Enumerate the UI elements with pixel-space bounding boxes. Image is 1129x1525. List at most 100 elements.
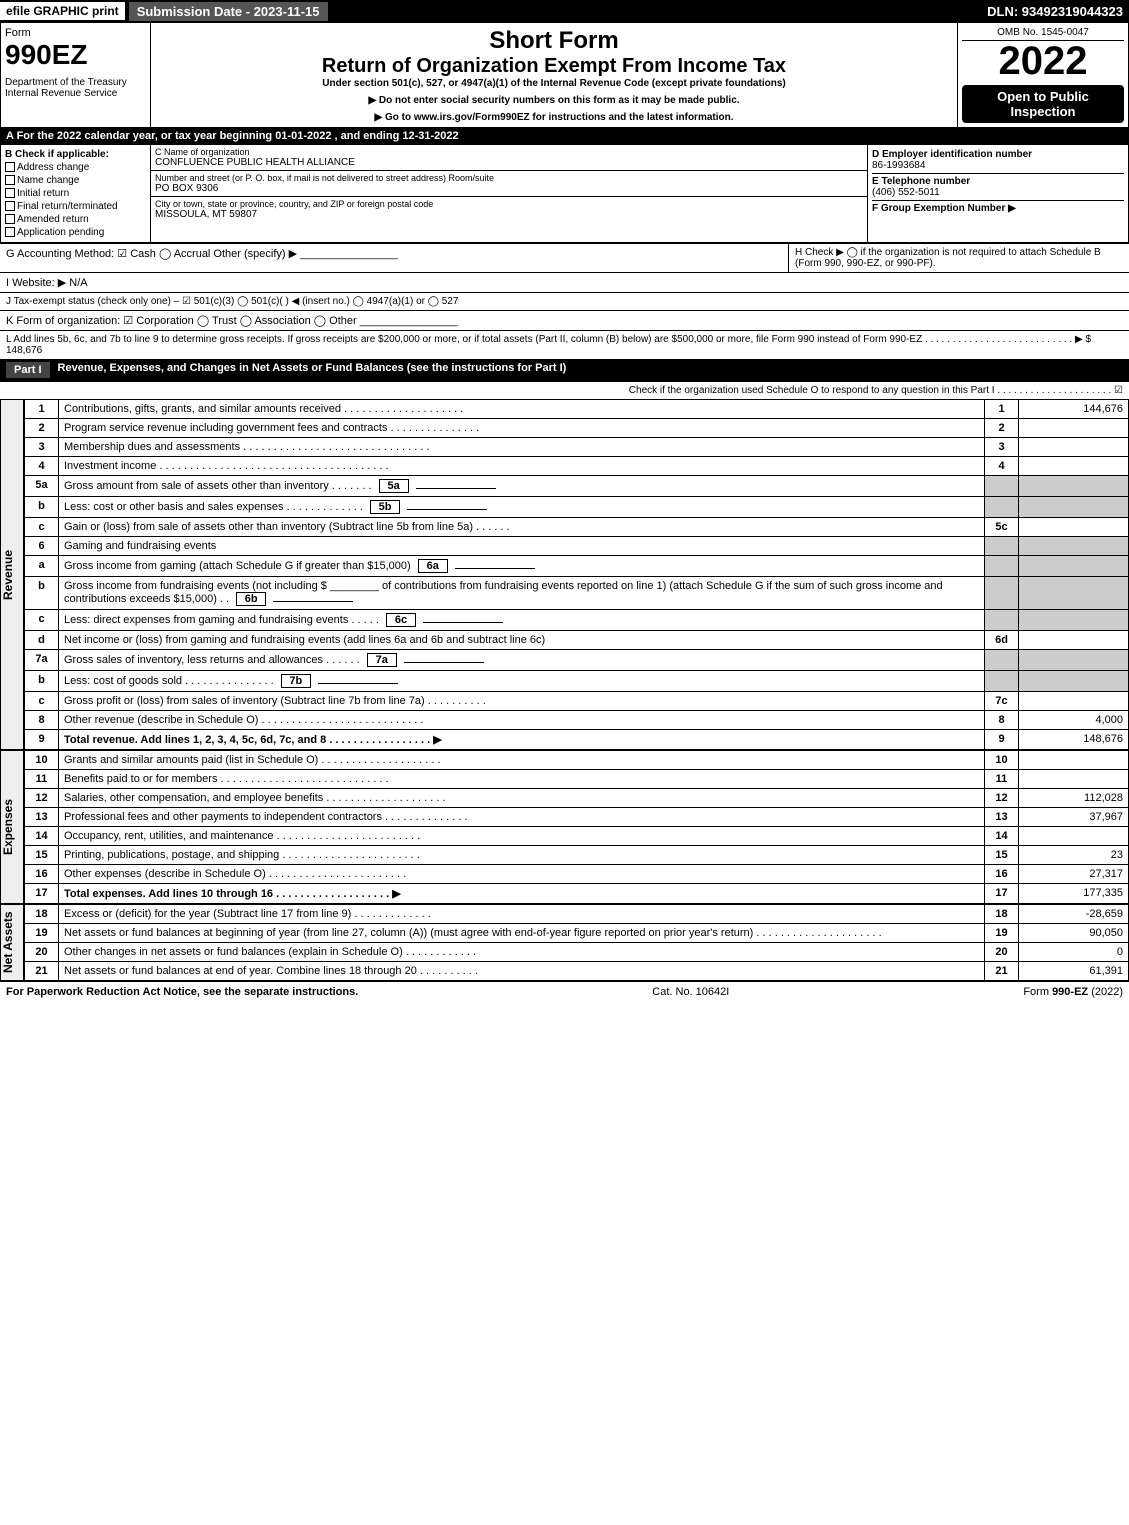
table-row: 9Total revenue. Add lines 1, 2, 3, 4, 5c… [25,730,1129,750]
table-row: 19Net assets or fund balances at beginni… [25,924,1129,943]
line-number: 3 [25,438,59,457]
org-addr: PO BOX 9306 [155,183,863,194]
line-box: 5c [985,518,1019,537]
line-amount [1019,556,1129,577]
line-box: 18 [985,905,1019,924]
table-row: 4Investment income . . . . . . . . . . .… [25,457,1129,476]
line-amount [1019,827,1129,846]
table-row: 13Professional fees and other payments t… [25,808,1129,827]
notice-link-text: ▶ Go to www.irs.gov/Form990EZ for instru… [374,112,733,123]
line-number: 1 [25,400,59,419]
table-row: 6Gaming and fundraising events [25,537,1129,556]
line-amount [1019,419,1129,438]
line-description: Excess or (deficit) for the year (Subtra… [59,905,985,924]
table-row: 7aGross sales of inventory, less returns… [25,650,1129,671]
line-box: 17 [985,884,1019,904]
line-number: 2 [25,419,59,438]
department: Department of the Treasury Internal Reve… [5,77,146,99]
line-description: Gross sales of inventory, less returns a… [59,650,985,671]
line-description: Printing, publications, postage, and shi… [59,846,985,865]
part-1-title: Revenue, Expenses, and Changes in Net As… [58,362,567,378]
line-box [985,497,1019,518]
line-k-org-form: K Form of organization: ☑ Corporation ◯ … [0,310,1129,330]
notice-link[interactable]: ▶ Go to www.irs.gov/Form990EZ for instru… [155,112,953,123]
efile-label[interactable]: efile GRAPHIC print [0,2,125,20]
form-number: 990EZ [5,39,146,71]
line-number: 10 [25,751,59,770]
table-row: 18Excess or (deficit) for the year (Subt… [25,905,1129,924]
table-row: 10Grants and similar amounts paid (list … [25,751,1129,770]
line-description: Total expenses. Add lines 10 through 16 … [59,884,985,904]
table-row: 1Contributions, gifts, grants, and simil… [25,400,1129,419]
tax-year: 2022 [962,41,1124,81]
line-number: 5a [25,476,59,497]
line-amount: 144,676 [1019,400,1129,419]
org-city-cell: City or town, state or province, country… [151,197,867,222]
checkbox-option[interactable]: Address change [5,162,146,173]
footer-left: For Paperwork Reduction Act Notice, see … [6,986,358,998]
line-amount: 0 [1019,943,1129,962]
checkbox-option[interactable]: Initial return [5,188,146,199]
line-number: b [25,671,59,692]
line-description: Contributions, gifts, grants, and simila… [59,400,985,419]
line-amount: 90,050 [1019,924,1129,943]
line-amount [1019,751,1129,770]
line-box: 21 [985,962,1019,981]
part-1-sub: Check if the organization used Schedule … [0,381,1129,399]
line-box [985,537,1019,556]
line-amount: 37,967 [1019,808,1129,827]
line-number: c [25,518,59,537]
org-name-label: C Name of organization [155,147,863,157]
line-number: 21 [25,962,59,981]
line-description: Gross amount from sale of assets other t… [59,476,985,497]
line-number: 18 [25,905,59,924]
ein-value: 86-1993684 [872,160,925,171]
submission-date: Submission Date - 2023-11-15 [129,2,328,21]
checkbox-option[interactable]: Name change [5,175,146,186]
line-box: 8 [985,711,1019,730]
line-number: 20 [25,943,59,962]
line-amount: -28,659 [1019,905,1129,924]
line-description: Less: direct expenses from gaming and fu… [59,610,985,631]
col-b-label: B Check if applicable: [5,149,146,160]
line-box: 9 [985,730,1019,750]
line-amount: 177,335 [1019,884,1129,904]
ein-cell: D Employer identification number 86-1993… [872,147,1124,174]
phone-label: E Telephone number [872,176,970,187]
form-header: Form 990EZ Department of the Treasury In… [0,22,1129,128]
line-amount [1019,537,1129,556]
table-row: bLess: cost of goods sold . . . . . . . … [25,671,1129,692]
checkbox-option[interactable]: Application pending [5,227,146,238]
line-number: 7a [25,650,59,671]
form-word: Form [5,27,146,39]
line-amount: 4,000 [1019,711,1129,730]
return-title: Return of Organization Exempt From Incom… [155,55,953,78]
phone-value: (406) 552-5011 [872,187,940,198]
table-row: 8Other revenue (describe in Schedule O) … [25,711,1129,730]
top-bar: efile GRAPHIC print Submission Date - 20… [0,0,1129,22]
revenue-section: Revenue 1Contributions, gifts, grants, a… [0,399,1129,750]
line-amount: 112,028 [1019,789,1129,808]
header-right: OMB No. 1545-0047 2022 Open to Public In… [958,23,1128,127]
group-exempt-cell: F Group Exemption Number ▶ [872,201,1124,216]
line-number: 6 [25,537,59,556]
part-1-header: Part I Revenue, Expenses, and Changes in… [0,359,1129,381]
line-box: 13 [985,808,1019,827]
line-description: Gaming and fundraising events [59,537,985,556]
table-row: 5aGross amount from sale of assets other… [25,476,1129,497]
checkbox-option[interactable]: Amended return [5,214,146,225]
line-box [985,650,1019,671]
line-amount: 27,317 [1019,865,1129,884]
line-j-tax-exempt: J Tax-exempt status (check only one) – ☑… [0,292,1129,310]
checkbox-option[interactable]: Final return/terminated [5,201,146,212]
line-description: Program service revenue including govern… [59,419,985,438]
net-side-label: Net Assets [0,904,24,981]
net-assets-section: Net Assets 18Excess or (deficit) for the… [0,904,1129,981]
revenue-side-label: Revenue [0,399,24,750]
line-number: 16 [25,865,59,884]
line-number: 17 [25,884,59,904]
line-description: Gross profit or (loss) from sales of inv… [59,692,985,711]
table-row: aGross income from gaming (attach Schedu… [25,556,1129,577]
part-1-label: Part I [6,362,50,378]
line-box: 14 [985,827,1019,846]
